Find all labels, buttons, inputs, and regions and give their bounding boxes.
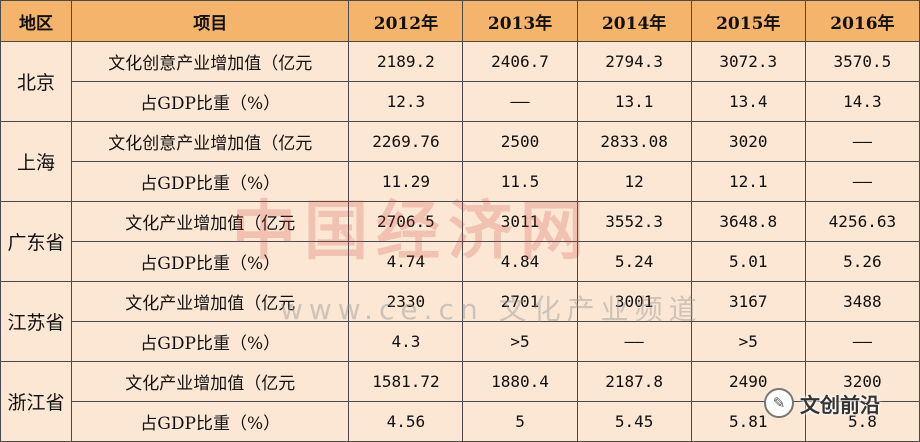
value-cell: —— xyxy=(462,81,578,122)
header-year: 2014年 xyxy=(576,0,692,42)
value-cell: 3072.3 xyxy=(690,41,806,82)
value-cell: 2187.8 xyxy=(576,361,692,402)
region-cell: 北京 xyxy=(0,41,73,122)
value-cell: 3570.5 xyxy=(804,41,920,82)
value-cell: 2500 xyxy=(462,121,578,162)
value-cell: 12.3 xyxy=(348,81,464,122)
value-cell: 2706.5 xyxy=(348,201,464,242)
value-cell: 3011 xyxy=(462,201,578,242)
header-item: 项目 xyxy=(71,0,350,42)
header-region: 地区 xyxy=(0,0,73,42)
table-row: 上海 文化创意产业增加值（亿元 2269.76 2500 2833.08 302… xyxy=(0,121,920,202)
region-cell: 上海 xyxy=(0,121,73,202)
value-cell: 5.26 xyxy=(804,241,920,282)
value-cell: 12 xyxy=(576,161,692,202)
value-cell: 2701 xyxy=(462,281,578,322)
value-cell: >5 xyxy=(462,321,578,362)
table-row: 北京 文化创意产业增加值（亿元 2189.2 2406.7 2794.3 307… xyxy=(0,41,920,122)
header-year: 2015年 xyxy=(690,0,806,42)
value-cell: 1880.4 xyxy=(462,361,578,402)
value-cell: 4256.63 xyxy=(804,201,920,242)
table-row: 占GDP比重（%） 4.3 >5 —— >5 —— xyxy=(1,321,920,362)
region-cell: 江苏省 xyxy=(0,281,73,362)
value-cell: 5.8 xyxy=(804,401,920,442)
item-cell: 占GDP比重（%） xyxy=(71,161,350,202)
value-cell: 5.24 xyxy=(576,241,692,282)
item-cell: 文化产业增加值（亿元 xyxy=(71,201,350,242)
value-cell: 2269.76 xyxy=(348,121,464,162)
item-cell: 占GDP比重（%） xyxy=(71,241,350,282)
value-cell: 14.3 xyxy=(804,81,920,122)
item-cell: 文化产业增加值（亿元 xyxy=(71,361,350,402)
value-cell: 11.5 xyxy=(462,161,578,202)
value-cell: 5.01 xyxy=(690,241,806,282)
value-cell: —— xyxy=(804,121,920,162)
value-cell: 3552.3 xyxy=(576,201,692,242)
value-cell: 2490 xyxy=(690,361,806,402)
value-cell: —— xyxy=(804,161,920,202)
value-cell: —— xyxy=(804,321,920,362)
header-year: 2013年 xyxy=(462,0,578,42)
value-cell: 5.45 xyxy=(576,401,692,442)
table-row: 占GDP比重（%） 12.3 —— 13.1 13.4 14.3 xyxy=(1,81,920,122)
value-cell: 13.1 xyxy=(576,81,692,122)
value-cell: 3020 xyxy=(690,121,806,162)
value-cell: 2833.08 xyxy=(576,121,692,162)
value-cell: 2189.2 xyxy=(348,41,464,82)
value-cell: 3200 xyxy=(804,361,920,402)
value-cell: 12.1 xyxy=(690,161,806,202)
value-cell: 4.56 xyxy=(348,401,464,442)
item-cell: 文化创意产业增加值（亿元 xyxy=(71,121,350,162)
table-row: 江苏省 文化产业增加值（亿元 2330 2701 3001 3167 3488 xyxy=(0,281,920,362)
value-cell: 1581.72 xyxy=(348,361,464,402)
value-cell: 3488 xyxy=(804,281,920,322)
value-cell: 2794.3 xyxy=(576,41,692,82)
value-cell: 3167 xyxy=(690,281,806,322)
item-cell: 占GDP比重（%） xyxy=(71,401,350,442)
value-cell: 11.29 xyxy=(348,161,464,202)
value-cell: >5 xyxy=(690,321,806,362)
region-cell: 广东省 xyxy=(0,201,73,282)
header-year: 2016年 xyxy=(804,0,920,42)
item-cell: 文化产业增加值（亿元 xyxy=(71,281,350,322)
item-cell: 占GDP比重（%） xyxy=(71,321,350,362)
value-cell: —— xyxy=(576,321,692,362)
value-cell: 2406.7 xyxy=(462,41,578,82)
value-cell: 13.4 xyxy=(690,81,806,122)
table-row: 广东省 文化产业增加值（亿元 2706.5 3011 3552.3 3648.8… xyxy=(0,201,920,282)
value-cell: 3001 xyxy=(576,281,692,322)
value-cell: 3648.8 xyxy=(690,201,806,242)
value-cell: 4.84 xyxy=(462,241,578,282)
value-cell: 5.81 xyxy=(690,401,806,442)
value-cell: 4.74 xyxy=(348,241,464,282)
value-cell: 2330 xyxy=(348,281,464,322)
item-cell: 占GDP比重（%） xyxy=(71,81,350,122)
value-cell: 5 xyxy=(462,401,578,442)
table-row: 占GDP比重（%） 4.74 4.84 5.24 5.01 5.26 xyxy=(1,241,920,282)
table-row: 浙江省 文化产业增加值（亿元 1581.72 1880.4 2187.8 249… xyxy=(0,361,920,442)
region-cell: 浙江省 xyxy=(0,361,73,442)
table-row: 占GDP比重（%） 11.29 11.5 12 12.1 —— xyxy=(1,161,920,202)
header-year: 2012年 xyxy=(348,0,464,42)
header-row: 地区 项目 2012年 2013年 2014年 2015年 2016年 xyxy=(0,0,920,42)
table-row: 占GDP比重（%） 4.56 5 5.45 5.81 5.8 xyxy=(1,401,920,442)
value-cell: 4.3 xyxy=(348,321,464,362)
item-cell: 文化创意产业增加值（亿元 xyxy=(71,41,350,82)
